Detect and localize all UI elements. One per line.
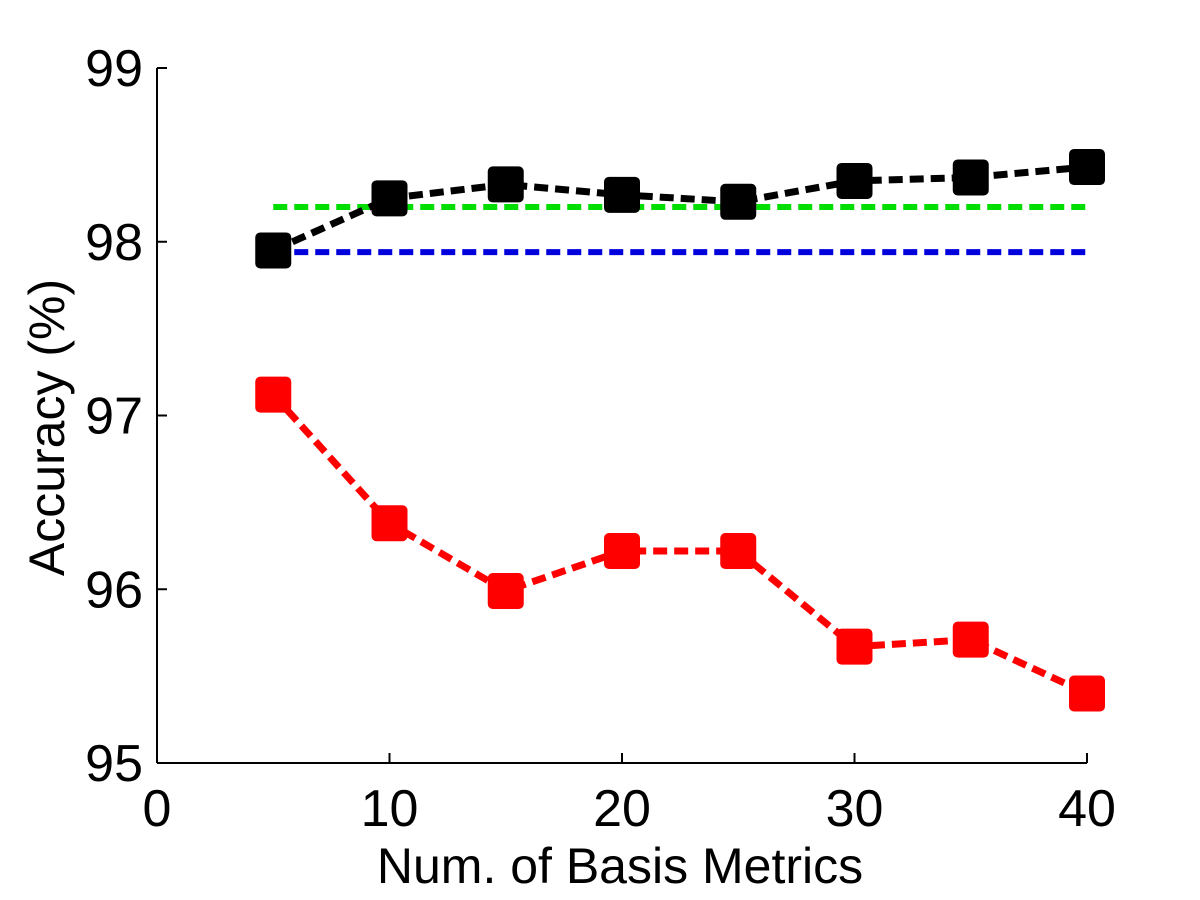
y-tick-label: 96 xyxy=(85,561,143,619)
black-series-marker xyxy=(1069,149,1105,186)
x-tick-label: 30 xyxy=(826,780,884,838)
red-series-marker xyxy=(952,621,989,658)
red-series-marker xyxy=(836,628,873,665)
x-tick-label: 0 xyxy=(143,780,172,838)
reference-lines xyxy=(273,204,1087,256)
y-axis-label: Accuracy (%) xyxy=(19,279,75,576)
black-series-marker xyxy=(604,176,640,213)
x-tick-label: 10 xyxy=(361,780,419,838)
black-series-marker xyxy=(255,232,292,269)
x-axis-label: Num. of Basis Metrics xyxy=(377,838,863,894)
y-tick-label: 95 xyxy=(85,735,143,793)
series-group xyxy=(255,149,1105,712)
axes xyxy=(156,67,1088,764)
black-series xyxy=(255,149,1105,269)
black-series-marker xyxy=(371,180,408,217)
red-series-marker xyxy=(487,572,524,609)
red-series-marker xyxy=(604,533,640,570)
x-tick-label: 20 xyxy=(593,780,651,838)
y-tick-label: 97 xyxy=(85,388,143,446)
black-series-marker xyxy=(720,183,757,220)
red-series xyxy=(255,376,1105,712)
black-series-marker xyxy=(836,162,873,199)
y-tick-label: 98 xyxy=(85,214,143,272)
x-tick-label: 40 xyxy=(1058,780,1116,838)
red-series-marker xyxy=(371,505,408,542)
red-series-marker xyxy=(720,533,757,570)
black-series-marker xyxy=(952,159,989,196)
red-series-marker xyxy=(1069,675,1105,712)
black-series-marker xyxy=(487,166,524,203)
y-tick-label: 99 xyxy=(85,40,143,98)
red-series-marker xyxy=(255,376,292,413)
red-series-line xyxy=(270,392,1089,697)
tick-labels: 0 10 20 30 40 95 96 97 98 99 xyxy=(85,40,1116,838)
